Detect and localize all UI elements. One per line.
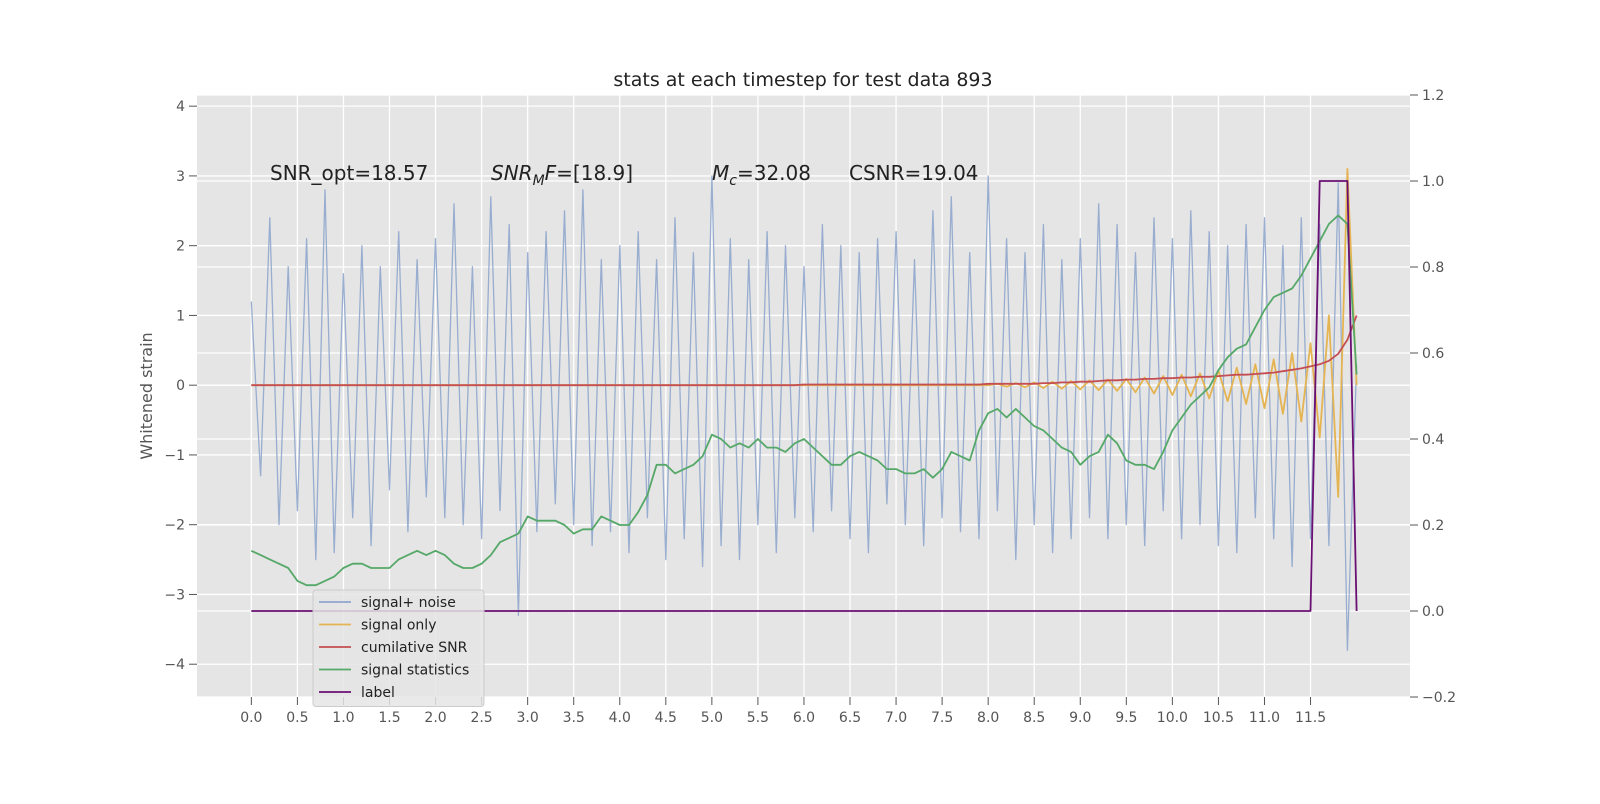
annotation-part: c <box>729 173 737 189</box>
series-line <box>250 214 1358 587</box>
x-tick-label: 4.5 <box>655 710 677 726</box>
y2-tick-label: −0.2 <box>1422 690 1456 706</box>
legend-label: label <box>361 685 395 701</box>
legend-label: signal only <box>361 618 436 634</box>
x-tick-label: 4.0 <box>609 710 631 726</box>
chart-title: stats at each timestep for test data 893 <box>613 69 992 91</box>
x-tick-label: 10.5 <box>1203 710 1234 726</box>
y-axis-label: Whitened strain <box>137 332 156 459</box>
annotation-part: SNR_opt=18.57 <box>270 161 428 185</box>
y-tick-label: −1 <box>164 448 185 464</box>
legend-label: cumilative SNR <box>361 640 468 656</box>
y2-tick-label: 0.0 <box>1422 604 1444 620</box>
y-tick-label: 2 <box>176 239 185 255</box>
x-tick-label: 7.0 <box>885 710 907 726</box>
annotation: CSNR=19.04 <box>849 161 979 185</box>
y2-tick-label: 0.8 <box>1422 260 1444 276</box>
y2-tick-label: 0.4 <box>1422 432 1444 448</box>
y-tick-label: −3 <box>164 587 185 603</box>
annotation-part: CSNR=19.04 <box>849 161 979 185</box>
legend-label: signal statistics <box>361 663 469 679</box>
legend-box <box>312 589 485 707</box>
y-tick-label: 3 <box>176 169 185 185</box>
x-tick-label: 3.5 <box>563 710 585 726</box>
annotation-part: =32.08 <box>737 161 811 185</box>
legend: signal+ noise signal only cumilative SNR si… <box>312 589 485 707</box>
x-tick-label: 11.0 <box>1249 710 1280 726</box>
annotation: SNRMF=[18.9] <box>491 161 633 189</box>
y-tick-label: 1 <box>176 308 185 324</box>
x-tick-label: 5.0 <box>701 710 723 726</box>
x-tick-label: 2.5 <box>470 710 492 726</box>
y2-tick-label: 0.6 <box>1422 346 1444 362</box>
x-tick-label: 1.0 <box>332 710 354 726</box>
annotation-part: F <box>545 161 557 185</box>
annotation: SNR_opt=18.57 <box>270 161 428 185</box>
x-tick-label: 9.0 <box>1069 710 1091 726</box>
annotation: Mc=32.08 <box>712 161 811 189</box>
x-tick-label: 5.5 <box>747 710 769 726</box>
y-tick-label: 0 <box>176 378 185 394</box>
series-line <box>250 175 1358 651</box>
y-tick-label: 4 <box>176 99 185 115</box>
y2-tick-label: 1.0 <box>1422 174 1444 190</box>
annotation-part: =[18.9] <box>556 161 633 185</box>
x-tick-label: 1.5 <box>378 710 400 726</box>
x-tick-label: 0.5 <box>286 710 308 726</box>
x-tick-label: 6.0 <box>793 710 815 726</box>
x-tick-label: 2.0 <box>424 710 446 726</box>
x-tick-label: 6.5 <box>839 710 861 726</box>
y2-tick-label: 1.2 <box>1422 88 1444 104</box>
x-tick-label: 8.5 <box>1023 710 1045 726</box>
x-tick-label: 7.5 <box>931 710 953 726</box>
annotation-part: M <box>712 161 729 185</box>
y-tick-label: −2 <box>164 518 185 534</box>
annotation-part: SNR <box>491 161 533 185</box>
y-tick-label: −4 <box>164 657 185 673</box>
x-tick-label: 11.5 <box>1295 710 1326 726</box>
series-line <box>251 315 1358 387</box>
x-tick-label: 8.0 <box>977 710 999 726</box>
x-tick-label: 0.0 <box>240 710 262 726</box>
x-tick-label: 10.0 <box>1157 710 1188 726</box>
x-tick-label: 3.0 <box>517 710 539 726</box>
legend-label: signal+ noise <box>361 595 456 611</box>
y2-tick-label: 0.2 <box>1422 518 1444 534</box>
annotation-part: M <box>533 173 545 189</box>
x-tick-label: 9.5 <box>1115 710 1137 726</box>
